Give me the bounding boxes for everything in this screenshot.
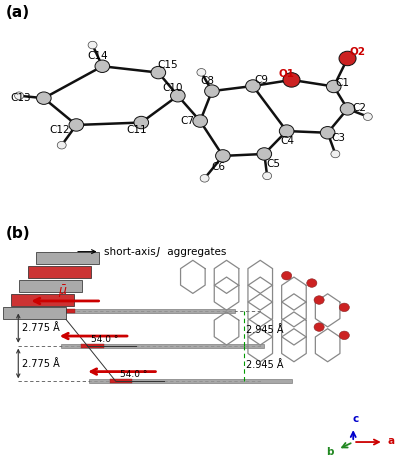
Text: C9: C9 [254, 75, 268, 85]
Text: C2: C2 [352, 104, 366, 114]
Ellipse shape [134, 116, 148, 129]
Ellipse shape [339, 103, 354, 115]
Ellipse shape [15, 92, 23, 99]
Text: C6: C6 [211, 162, 225, 172]
Bar [3, 307, 66, 319]
Text: C14: C14 [87, 51, 107, 61]
Bar [89, 379, 292, 383]
Ellipse shape [95, 60, 109, 72]
Bar [28, 266, 90, 278]
Ellipse shape [313, 323, 324, 332]
Ellipse shape [313, 296, 324, 304]
Ellipse shape [245, 80, 260, 92]
Text: c: c [352, 414, 358, 424]
Ellipse shape [339, 331, 348, 340]
Ellipse shape [256, 148, 271, 160]
Ellipse shape [279, 125, 293, 137]
Ellipse shape [151, 66, 165, 79]
Ellipse shape [282, 73, 299, 87]
Ellipse shape [330, 150, 339, 158]
Bar [53, 308, 75, 313]
Ellipse shape [192, 115, 207, 127]
Text: 2.945 Å: 2.945 Å [245, 324, 282, 334]
Ellipse shape [196, 69, 205, 76]
Bar [19, 280, 82, 292]
Text: C1: C1 [335, 79, 349, 88]
Ellipse shape [170, 89, 185, 102]
Text: C10: C10 [162, 83, 183, 93]
Ellipse shape [326, 80, 340, 93]
Bar [61, 343, 263, 348]
Text: C4: C4 [280, 136, 294, 146]
Text: b: b [325, 447, 333, 457]
Bar [109, 379, 132, 383]
Text: a: a [386, 436, 394, 446]
Text: 54.0 °: 54.0 ° [119, 370, 147, 379]
Text: aggregates: aggregates [163, 247, 226, 257]
Text: O1: O1 [278, 69, 294, 79]
Text: C13: C13 [10, 93, 30, 103]
Ellipse shape [281, 272, 291, 280]
Ellipse shape [57, 141, 66, 149]
Ellipse shape [362, 113, 371, 121]
Text: 2.775 Å: 2.775 Å [21, 324, 59, 333]
Ellipse shape [88, 41, 97, 49]
Text: C12: C12 [49, 125, 69, 135]
Ellipse shape [215, 149, 230, 162]
Text: C5: C5 [266, 159, 279, 169]
Text: C3: C3 [331, 133, 345, 143]
Ellipse shape [338, 51, 355, 66]
Ellipse shape [36, 92, 51, 105]
Text: C11: C11 [126, 125, 146, 135]
Bar [32, 308, 235, 313]
Ellipse shape [320, 127, 334, 139]
Text: C8: C8 [200, 76, 213, 86]
Bar [11, 294, 74, 306]
Ellipse shape [339, 303, 348, 312]
Text: J: J [156, 247, 159, 257]
Text: short-axis: short-axis [103, 247, 158, 257]
Ellipse shape [200, 175, 209, 182]
Text: $\bar{\mu}$: $\bar{\mu}$ [58, 283, 68, 300]
Ellipse shape [306, 279, 316, 287]
Bar [36, 252, 98, 264]
Bar [81, 343, 103, 348]
Ellipse shape [69, 119, 83, 131]
Text: C15: C15 [157, 60, 177, 70]
Text: (a): (a) [6, 5, 30, 20]
Ellipse shape [262, 172, 271, 180]
Text: 54.0 °: 54.0 ° [91, 335, 118, 344]
Ellipse shape [204, 85, 219, 97]
Text: C7: C7 [180, 115, 194, 125]
Text: (b): (b) [6, 226, 31, 241]
Text: 2.945 Å: 2.945 Å [245, 360, 282, 370]
Text: O2: O2 [349, 47, 365, 57]
Text: 2.775 Å: 2.775 Å [21, 359, 59, 368]
